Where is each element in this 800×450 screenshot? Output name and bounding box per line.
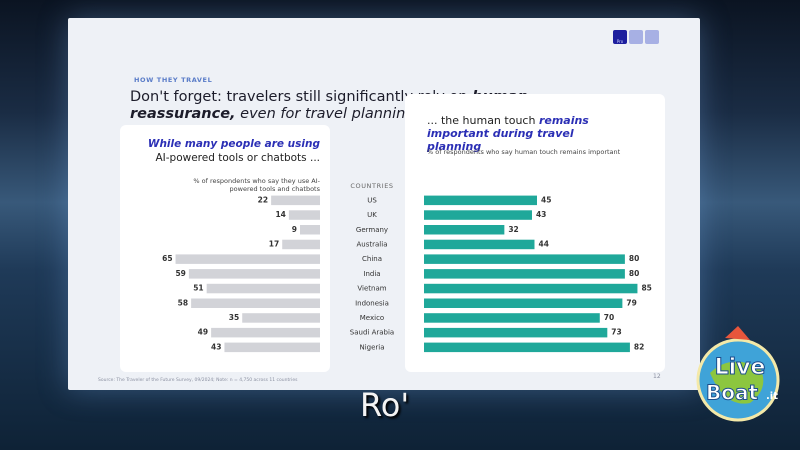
bar (191, 298, 320, 308)
value-label: 59 (175, 269, 185, 278)
watermark-logo: Live Boat .it (696, 326, 780, 422)
bar (424, 210, 532, 220)
left-heading: While many people are using AI-powered t… (148, 137, 320, 165)
value-label: 22 (258, 195, 268, 204)
category-label: Vietnam (357, 285, 386, 293)
category-label: UK (367, 211, 377, 219)
value-label: 14 (275, 210, 285, 219)
bar (211, 327, 320, 338)
brand-logo: Pro (613, 30, 659, 44)
bar (242, 313, 320, 323)
bar (424, 225, 505, 235)
bar (424, 254, 625, 264)
bar (424, 195, 537, 206)
value-label: 58 (178, 298, 188, 307)
category-label: Saudi Arabia (350, 329, 394, 337)
value-label: 85 (641, 284, 651, 293)
bar (424, 239, 535, 250)
value-label: 82 (634, 342, 644, 351)
bar (175, 254, 320, 264)
logo-word: Boat (706, 381, 758, 405)
bar (188, 269, 320, 279)
heading-text: ... the human touch (427, 114, 539, 127)
value-label: 49 (198, 328, 208, 337)
bar (424, 283, 638, 294)
source-note: Source: The Traveler of the Future Surve… (98, 378, 298, 383)
category-label: US (367, 196, 377, 204)
bar (224, 342, 320, 353)
logo-suffix: .it (766, 391, 778, 402)
heading-emphasis: remains important during travel planning (427, 114, 589, 153)
bar (282, 239, 320, 250)
bar (424, 269, 625, 279)
bar (424, 313, 600, 323)
category-label: Nigeria (359, 343, 384, 351)
heading-text: AI-powered tools or chatbots ... (155, 152, 320, 164)
bar (206, 283, 320, 294)
logo-land (710, 361, 764, 404)
title-part: Don't forget: travelers still significan… (130, 89, 473, 105)
bar (271, 195, 320, 206)
category-header: COUNTRIES (350, 182, 393, 190)
kicker: HOW THEY TRAVEL (134, 76, 213, 84)
category-label: India (363, 270, 380, 278)
value-label: 80 (629, 269, 639, 278)
value-label: 44 (538, 239, 548, 248)
right-subtitle: % of respondents who say human touch rem… (427, 148, 621, 156)
value-label: 51 (193, 284, 203, 293)
bar (300, 225, 320, 235)
value-label: 70 (604, 313, 614, 322)
logo-word: Live (715, 355, 766, 380)
title-part: even for travel planning (235, 106, 415, 122)
bar (288, 210, 320, 220)
value-label: 45 (541, 195, 551, 204)
category-label: Australia (357, 240, 388, 248)
value-label: 9 (292, 225, 297, 234)
heading-emphasis: While many people are using (147, 138, 320, 150)
value-label: 17 (269, 239, 279, 248)
value-label: 35 (229, 313, 239, 322)
value-label: 43 (211, 342, 221, 351)
category-label: China (362, 255, 382, 263)
value-label: 43 (536, 210, 546, 219)
bar (424, 342, 630, 353)
logo-flag (725, 326, 750, 340)
bar (424, 327, 608, 338)
page-number: 12 (653, 373, 661, 380)
right-heading: ... the human touch remains important du… (427, 114, 627, 153)
left-subtitle: % of respondents who say they use AI-pow… (193, 177, 320, 193)
bar (424, 298, 623, 308)
title: Don't forget: travelers still significan… (130, 89, 570, 123)
value-label: 32 (508, 225, 518, 234)
value-label: 65 (162, 254, 172, 263)
caption: Ro' (360, 386, 410, 424)
value-label: 73 (611, 328, 621, 337)
category-label: Indonesia (355, 299, 389, 307)
brand-text: Pro (613, 30, 627, 44)
value-label: 80 (629, 254, 639, 263)
category-label: Germany (356, 226, 388, 234)
value-label: 79 (626, 298, 636, 307)
category-label: Mexico (360, 314, 384, 322)
